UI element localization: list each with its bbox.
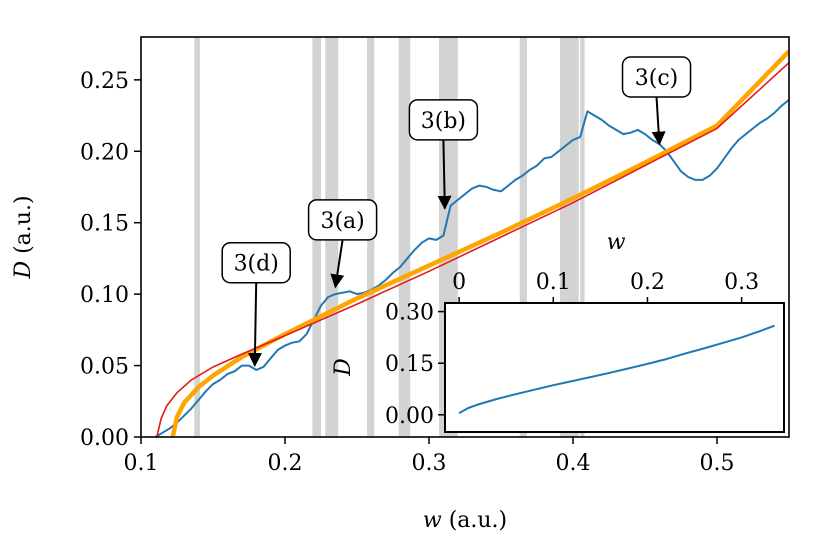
inset-x-tick-label: 0.3	[724, 270, 759, 295]
main-x-axis: 0.1 0.2 0.3 0.4 0.5	[124, 437, 735, 476]
annotation-box	[221, 241, 291, 284]
main-x-axis-title: w (a.u.)	[423, 508, 507, 533]
annotations-group: 3(a) 3(b) 3(c) 3(d)	[221, 56, 692, 367]
y-tick-label: 0.05	[80, 355, 129, 380]
x-tick-label: 0.3	[412, 451, 447, 476]
inset-y-tick-label: 0.15	[385, 352, 434, 377]
inset-plot-frame	[444, 302, 785, 433]
main-plot-frame	[140, 36, 790, 438]
annotation-box	[307, 199, 378, 241]
main-series-group	[154, 49, 789, 437]
inset-x-tick-label: 0.2	[630, 270, 665, 295]
shaded-band	[398, 37, 411, 437]
inset-x-axis-title: w	[607, 230, 626, 255]
annotation-box	[408, 99, 479, 141]
inset-background	[445, 303, 784, 432]
x-tick-label: 0.4	[556, 451, 591, 476]
main-y-axis-title: D (a.u.)	[11, 195, 36, 279]
inset-x-tick-label: 0.1	[536, 270, 571, 295]
y-tick-label: 0.15	[80, 212, 129, 237]
annotation-arrow	[437, 139, 452, 210]
inset-x-tick-label: 0	[452, 270, 466, 295]
annotation-box	[621, 56, 692, 98]
shaded-band	[194, 37, 201, 437]
annotation-label: 3(c)	[635, 66, 678, 91]
y-tick-label: 0.10	[80, 283, 129, 308]
inset-y-tick-label: 0.30	[385, 301, 434, 326]
annotation-arrow	[651, 96, 666, 146]
inset-series-group	[458, 324, 775, 414]
shaded-band	[519, 37, 527, 437]
annotation-arrow	[247, 282, 262, 367]
inset-y-axis: 0.00 0.15 0.30	[385, 301, 445, 429]
x-tick-label: 0.2	[268, 451, 303, 476]
inset-series-line	[458, 324, 775, 414]
model-series-line	[156, 62, 789, 437]
annotation-label: 3(b)	[421, 109, 466, 134]
annotation-label: 3(d)	[234, 252, 279, 277]
y-tick-label: 0.25	[80, 69, 129, 94]
main-y-axis: 0.00 0.05 0.10 0.15 0.20 0.25	[80, 69, 141, 451]
x-tick-label: 0.5	[700, 451, 735, 476]
fit-series-line	[170, 49, 789, 437]
shaded-band	[580, 37, 585, 437]
annotation-arrow	[330, 239, 345, 289]
annotation-label: 3(a)	[320, 209, 364, 234]
inset-y-axis-title: D	[331, 358, 356, 377]
y-tick-label: 0.20	[80, 140, 129, 165]
inset-y-tick-label: 0.00	[385, 404, 434, 429]
data-series-line	[154, 99, 789, 437]
inset-x-axis: 0 0.1 0.2 0.3	[452, 270, 759, 303]
x-tick-label: 0.1	[124, 451, 159, 476]
y-tick-label: 0.00	[80, 426, 129, 451]
